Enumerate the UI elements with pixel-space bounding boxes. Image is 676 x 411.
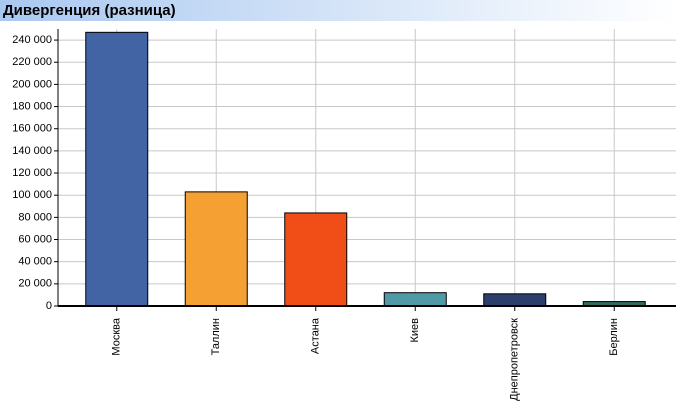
y-tick-label: 20 000: [18, 278, 52, 290]
x-tick-label: Днепропетровск: [509, 318, 521, 401]
y-tick-label: 0: [46, 300, 52, 312]
bar: [85, 31, 149, 307]
y-tick-label: 60 000: [18, 233, 52, 245]
y-tick-label: 180 000: [12, 100, 52, 112]
y-tick-label: 200 000: [12, 78, 52, 90]
y-tick-label: 120 000: [12, 167, 52, 179]
y-tick-label: 240 000: [12, 34, 52, 46]
y-tick-label: 140 000: [12, 145, 52, 157]
bar: [483, 293, 547, 307]
x-tick-label: Киев: [409, 318, 421, 343]
bar: [284, 212, 348, 307]
x-tick-label: Берлин: [608, 318, 620, 356]
chart-title: Дивергенция (разница): [3, 2, 176, 19]
x-tick-label: Москва: [111, 317, 123, 355]
bar: [383, 292, 447, 307]
y-tick-label: 160 000: [12, 123, 52, 135]
x-tick-label: Таллин: [210, 318, 222, 355]
bar: [184, 191, 248, 307]
y-tick-label: 40 000: [18, 256, 52, 268]
y-tick-label: 220 000: [12, 56, 52, 68]
title-bar: [0, 0, 676, 21]
y-tick-label: 80 000: [18, 211, 52, 223]
x-tick-label: Астана: [310, 317, 322, 354]
y-tick-label: 100 000: [12, 189, 52, 201]
